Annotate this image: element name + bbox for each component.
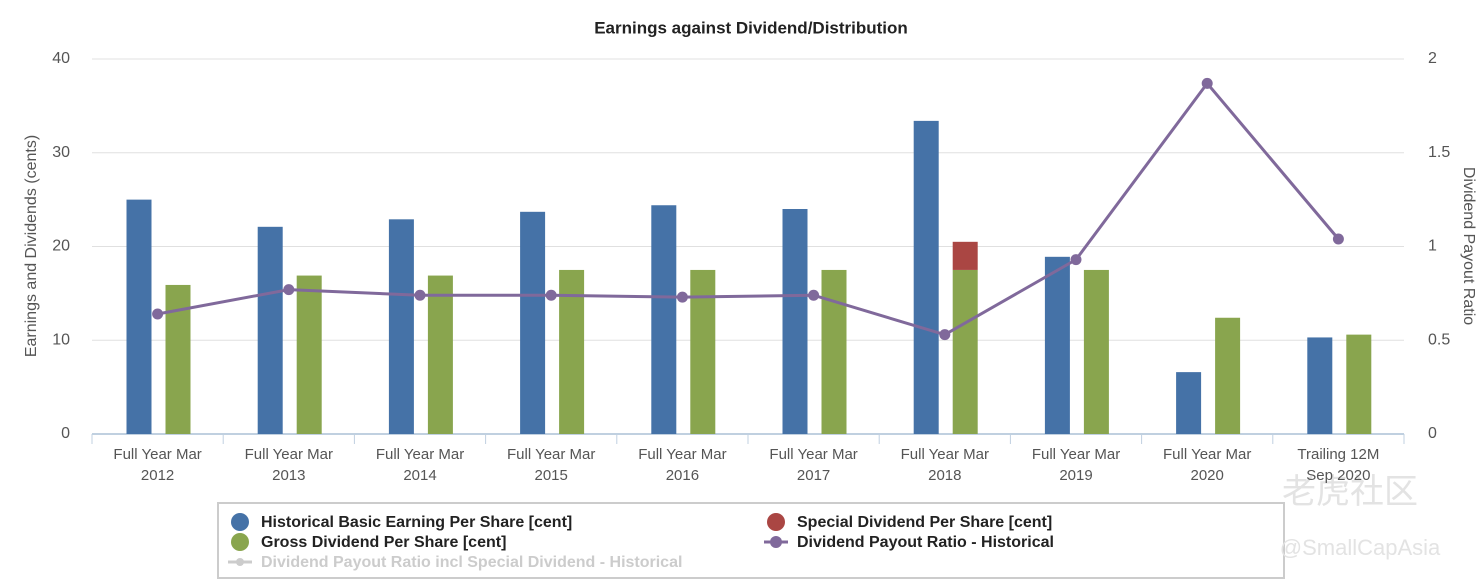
bar [427, 275, 453, 434]
watermark: 老虎社区 [1282, 473, 1418, 511]
line-marker [283, 284, 295, 296]
y-tick-label: 30 [52, 144, 70, 161]
x-tick-label: Full Year Mar 2017 [769, 446, 858, 484]
legend-symbol [231, 513, 249, 531]
x-tick-label: Trailing 12M Sep 2020 [1297, 446, 1380, 484]
line-marker [1201, 77, 1213, 89]
legend-label[interactable]: Dividend Payout Ratio incl Special Divid… [261, 554, 682, 571]
bar [296, 275, 322, 434]
bar [388, 219, 414, 434]
bar [821, 269, 847, 434]
x-tick-label: Full Year Mar 2018 [900, 446, 989, 484]
bar [690, 269, 716, 434]
legend-symbol [236, 558, 244, 566]
bar [1307, 337, 1333, 434]
x-tick-label: Full Year Mar 2012 [113, 446, 202, 484]
legend-label[interactable]: Dividend Payout Ratio - Historical [797, 534, 1054, 551]
x-tick-label: Full Year Mar 2016 [638, 446, 727, 484]
legend-label[interactable]: Special Dividend Per Share [cent] [797, 514, 1052, 531]
x-tick-label: Full Year Mar 2015 [507, 446, 596, 484]
x-tick-label: Full Year Mar 2020 [1163, 446, 1252, 484]
y2-tick-label: 1 [1428, 238, 1437, 255]
bar [1044, 256, 1070, 434]
bar [1176, 372, 1202, 434]
legend-label[interactable]: Historical Basic Earning Per Share [cent… [261, 514, 572, 531]
y-tick-label: 10 [52, 331, 70, 348]
y-axis-title: Earnings and Dividends (cents) [23, 135, 40, 357]
bar [257, 226, 283, 434]
legend-symbol [770, 536, 782, 548]
bar [1083, 269, 1109, 434]
line-marker [1332, 233, 1344, 245]
y2-tick-label: 0 [1428, 425, 1437, 442]
y2-tick-label: 2 [1428, 50, 1437, 67]
bar [952, 269, 978, 434]
bar [1346, 334, 1372, 434]
y-tick-label: 20 [52, 238, 70, 255]
bar [782, 209, 808, 434]
legend-label[interactable]: Gross Dividend Per Share [cent] [261, 534, 506, 551]
legend-symbol [767, 513, 785, 531]
bar [520, 211, 546, 434]
watermark: @SmallCapAsia [1280, 535, 1441, 560]
bar [952, 241, 978, 270]
line-marker [808, 289, 820, 301]
bar [1215, 317, 1241, 434]
x-tick-label: Full Year Mar 2013 [244, 446, 333, 484]
x-tick-label: Full Year Mar 2019 [1031, 446, 1121, 484]
legend-symbol [231, 533, 249, 551]
bar [913, 120, 939, 434]
legend-box [217, 502, 1285, 579]
line-marker [939, 329, 951, 341]
x-tick-label: Full Year Mar 2014 [375, 446, 465, 484]
line-marker [414, 289, 426, 301]
line-marker [676, 291, 688, 303]
bar [559, 269, 585, 434]
line [157, 80, 1340, 337]
y-tick-label: 0 [61, 425, 70, 442]
y2-axis-title: Dividend Payout Ratio [1460, 167, 1477, 325]
line-marker [152, 308, 164, 320]
bar [651, 205, 677, 434]
line-marker [1070, 254, 1082, 266]
chart-title: Earnings against Dividend/Distribution [594, 18, 908, 37]
line-marker [545, 289, 557, 301]
y-tick-label: 40 [52, 50, 70, 67]
bar [126, 199, 152, 434]
y2-tick-label: 1.5 [1428, 144, 1450, 161]
y2-tick-label: 0.5 [1428, 331, 1450, 348]
